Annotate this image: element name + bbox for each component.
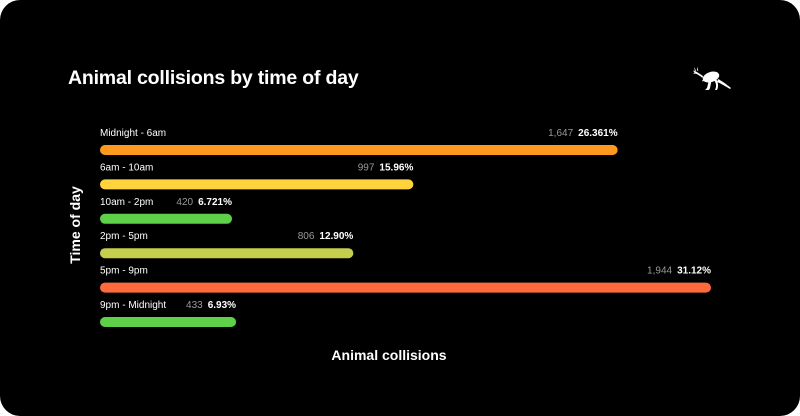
category-label: 10am - 2pm bbox=[100, 197, 153, 208]
value-label: 997 bbox=[358, 162, 375, 173]
percent-label: 26.361% bbox=[578, 128, 618, 139]
bar bbox=[100, 213, 233, 224]
value-label: 1,647 bbox=[548, 128, 573, 139]
percent-label: 12.90% bbox=[319, 231, 353, 242]
category-label: Midnight - 6am bbox=[100, 128, 166, 139]
category-label: 2pm - 5pm bbox=[100, 231, 148, 242]
chart-title: Animal collisions by time of day bbox=[68, 67, 359, 89]
value-label: 420 bbox=[176, 197, 193, 208]
category-label: 9pm - Midnight bbox=[100, 300, 166, 311]
value-label: 433 bbox=[186, 300, 203, 311]
category-label: 6am - 10am bbox=[100, 162, 153, 173]
percent-label: 15.96% bbox=[379, 162, 413, 173]
bar bbox=[100, 145, 618, 155]
value-label: 1,944 bbox=[647, 266, 672, 277]
bar bbox=[100, 282, 711, 293]
x-axis-label: Animal collisions bbox=[331, 347, 447, 363]
percent-label: 6.93% bbox=[208, 300, 236, 311]
category-label: 5pm - 9pm bbox=[100, 266, 148, 277]
bar bbox=[100, 179, 414, 190]
percent-label: 6.721% bbox=[198, 197, 232, 208]
percent-label: 31.12% bbox=[677, 266, 711, 277]
bar bbox=[100, 317, 237, 327]
bar bbox=[100, 248, 354, 259]
value-label: 806 bbox=[298, 231, 315, 242]
kangaroo-icon bbox=[693, 66, 731, 90]
